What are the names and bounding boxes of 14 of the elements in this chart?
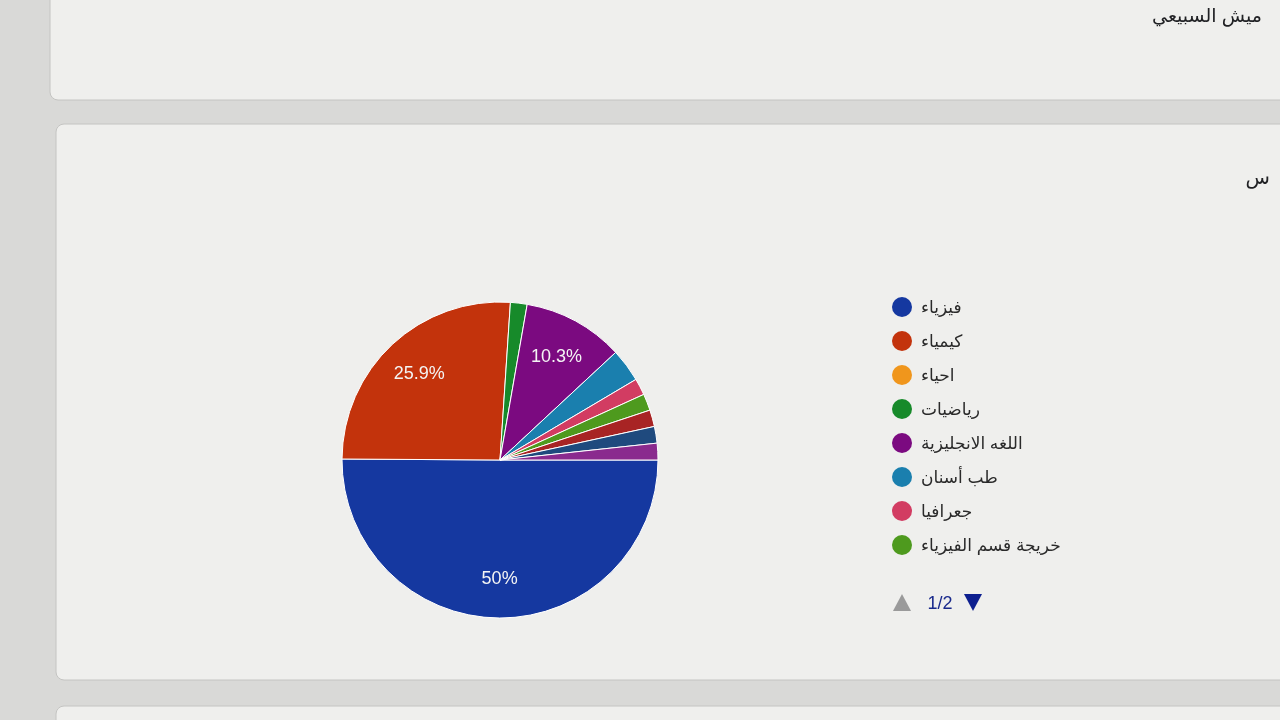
text: 1/2 <box>927 593 953 613</box>
data-label: 25.9% <box>393 363 445 384</box>
legend-label: اللغه الانجليزية <box>921 434 1023 453</box>
legend-label: جعرافيا <box>921 502 973 521</box>
legend-label: فيزياء <box>921 298 962 317</box>
data-label: 10.3% <box>531 345 583 366</box>
text: ميش السبيعي <box>1152 5 1262 27</box>
data-label: 50% <box>481 568 518 589</box>
legend-label: طب أسنان <box>921 466 998 487</box>
legend-label: خريجة قسم الفيزياء <box>921 536 1061 556</box>
legend-label: كيمياء <box>921 332 964 351</box>
text: س <box>1245 166 1270 189</box>
legend-label: احياء <box>921 366 955 385</box>
legend-label: رياضيات <box>921 400 980 419</box>
